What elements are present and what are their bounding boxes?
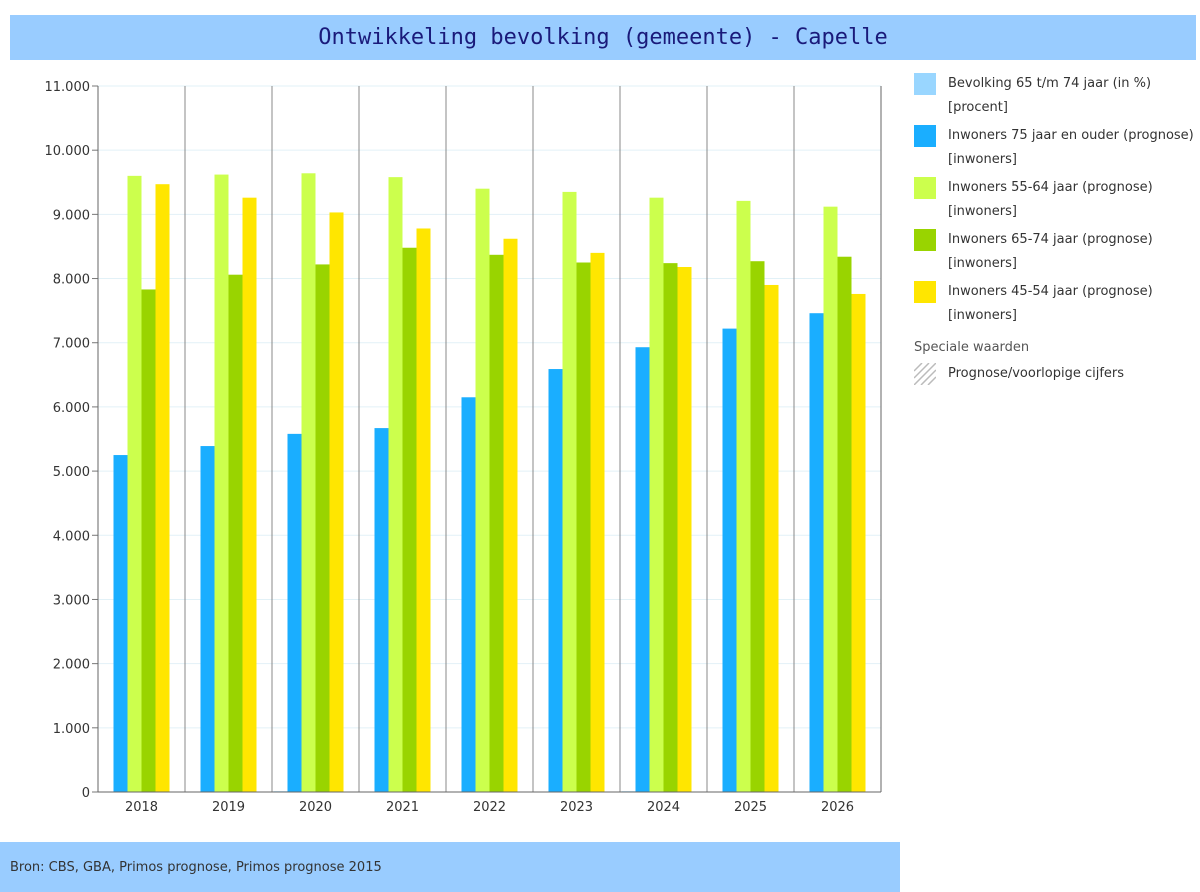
bar xyxy=(287,433,302,792)
legend: Bevolking 65 t/m 74 jaar (in %) [procent… xyxy=(914,72,1196,386)
bar xyxy=(736,200,751,793)
legend-label: Inwoners 45-54 jaar (prognose) [inwoners… xyxy=(948,284,1153,323)
bar xyxy=(374,428,389,792)
y-tick-label: 4.000 xyxy=(53,529,90,544)
legend-swatch xyxy=(914,73,936,95)
legend-label: Inwoners 75 jaar en ouder (prognose) [in… xyxy=(948,128,1194,167)
bar xyxy=(228,274,243,792)
bar xyxy=(562,191,577,792)
y-tick-label: 6.000 xyxy=(53,401,90,416)
bar xyxy=(113,455,128,792)
legend-swatch xyxy=(914,177,936,199)
hatch-icon xyxy=(914,363,936,385)
bar xyxy=(329,212,344,793)
bar xyxy=(242,197,257,792)
bar xyxy=(750,261,765,792)
x-tick-label: 2020 xyxy=(299,800,332,815)
bar xyxy=(315,264,330,793)
x-tick-label: 2026 xyxy=(821,800,854,815)
bar xyxy=(489,254,504,792)
bar xyxy=(141,289,156,792)
bar xyxy=(764,284,779,792)
legend-label: Inwoners 55-64 jaar (prognose) [inwoners… xyxy=(948,180,1153,219)
bar xyxy=(388,177,403,792)
x-tick-label: 2022 xyxy=(473,800,506,815)
bar xyxy=(416,228,431,792)
bar-chart: 0 1.000 2.000 3.000 4.000 5.000 6.000 7.000 8.00… xyxy=(45,80,882,815)
y-tick-label: 0 xyxy=(82,786,90,801)
x-tick-label: 2018 xyxy=(125,800,158,815)
bar xyxy=(548,369,563,792)
x-tick-label: 2021 xyxy=(386,800,419,815)
bar xyxy=(503,238,518,792)
y-tick-label: 9.000 xyxy=(53,208,90,223)
bar xyxy=(200,446,215,792)
legend-item[interactable]: Inwoners 45-54 jaar (prognose) [inwoners… xyxy=(914,280,1196,328)
legend-item[interactable]: Inwoners 65-74 jaar (prognose) [inwoners… xyxy=(914,228,1196,276)
y-tick-label: 7.000 xyxy=(53,337,90,352)
legend-swatch xyxy=(914,281,936,303)
legend-item[interactable]: Inwoners 55-64 jaar (prognose) [inwoners… xyxy=(914,176,1196,224)
y-tick-label: 5.000 xyxy=(53,465,90,480)
y-tick-label: 11.000 xyxy=(45,80,91,95)
y-tick-label: 2.000 xyxy=(53,658,90,673)
source-text: Bron: CBS, GBA, Primos prognose, Primos … xyxy=(10,859,382,875)
legend-label: Inwoners 65-74 jaar (prognose) [inwoners… xyxy=(948,232,1153,271)
bar xyxy=(214,174,229,792)
bar xyxy=(590,252,605,792)
bar xyxy=(475,188,490,792)
bar xyxy=(402,247,417,793)
bar xyxy=(663,263,678,792)
legend-label: Bevolking 65 t/m 74 jaar (in %) [procent… xyxy=(948,76,1152,115)
bar xyxy=(635,347,650,792)
y-tick-label: 10.000 xyxy=(45,144,91,159)
bar xyxy=(301,173,316,792)
x-tick-label: 2025 xyxy=(734,800,767,815)
y-tick-label: 1.000 xyxy=(53,722,90,737)
x-tick-label: 2024 xyxy=(647,800,680,815)
bar xyxy=(837,256,852,792)
x-tick-label: 2019 xyxy=(212,800,245,815)
chart-title-bar: Ontwikkeling bevolking (gemeente) - Cape… xyxy=(10,15,1196,60)
bar xyxy=(155,184,170,792)
legend-item[interactable]: Inwoners 75 jaar en ouder (prognose) [in… xyxy=(914,124,1196,172)
y-tick-label: 3.000 xyxy=(53,593,90,608)
bar xyxy=(127,175,142,792)
legend-swatch xyxy=(914,229,936,251)
bar xyxy=(722,328,737,792)
bar xyxy=(677,266,692,792)
special-values-heading: Speciale waarden xyxy=(914,340,1030,355)
legend-item[interactable]: Bevolking 65 t/m 74 jaar (in %) [procent… xyxy=(914,72,1196,120)
legend-swatch xyxy=(914,125,936,147)
bar xyxy=(851,293,866,792)
bar xyxy=(461,397,476,792)
y-tick-label: 8.000 xyxy=(53,273,90,288)
x-tick-label: 2023 xyxy=(560,800,593,815)
bar xyxy=(809,313,824,792)
source-bar: Bron: CBS, GBA, Primos prognose, Primos … xyxy=(0,842,900,892)
legend-item-prognosis[interactable]: Prognose/voorlopige cijfers xyxy=(914,362,1196,386)
bar xyxy=(649,197,664,792)
bar xyxy=(823,206,838,793)
bar xyxy=(576,262,591,792)
chart-title: Ontwikkeling bevolking (gemeente) - Cape… xyxy=(318,25,888,50)
prognosis-label: Prognose/voorlopige cijfers xyxy=(948,366,1125,381)
